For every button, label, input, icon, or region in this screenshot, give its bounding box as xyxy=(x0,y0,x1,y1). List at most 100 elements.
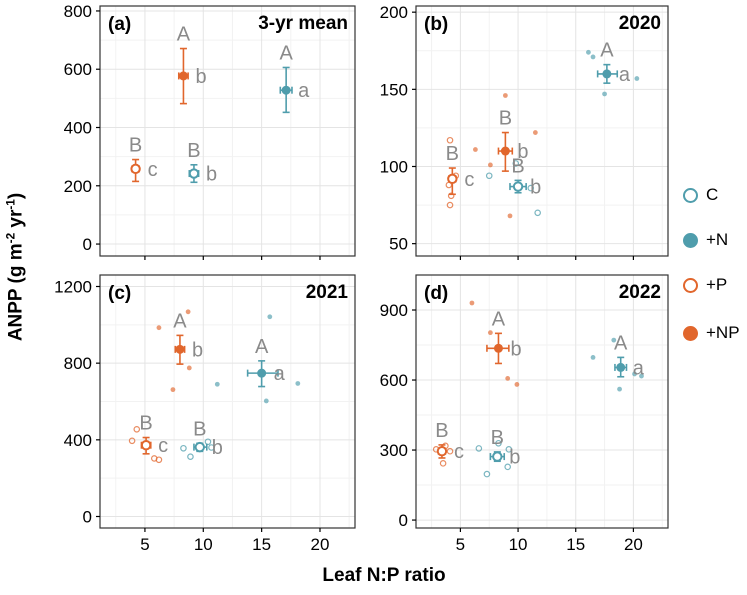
y-tick-label: 600 xyxy=(64,60,92,79)
replicate-point xyxy=(133,425,141,433)
replicate-point xyxy=(634,76,640,81)
sig-letter-upper: B xyxy=(129,135,142,157)
mean-marker xyxy=(616,362,626,372)
mean-marker xyxy=(436,446,448,457)
legend-label: +NP xyxy=(706,323,740,342)
y-tick-label: 200 xyxy=(380,3,408,22)
y-tick-label: 0 xyxy=(83,508,92,527)
replicate-point xyxy=(495,439,502,447)
sig-letter-lower: c xyxy=(464,169,474,191)
replicate-point xyxy=(602,91,607,97)
mean-c xyxy=(509,179,527,194)
sig-letter-upper: B xyxy=(435,420,448,442)
sig-letter-lower: b xyxy=(195,66,206,88)
sig-letter-lower: b xyxy=(517,141,528,163)
sig-letter-upper: A xyxy=(279,42,293,64)
mean-marker xyxy=(281,85,291,95)
replicate-point xyxy=(267,314,273,320)
mean-c xyxy=(489,451,506,463)
sig-letter-upper: A xyxy=(177,24,191,46)
legend-swatch-open-circle-icon xyxy=(683,277,698,293)
y-tick-label: 400 xyxy=(64,431,92,450)
y-tick-label: 800 xyxy=(64,354,92,373)
mean-marker xyxy=(194,441,205,453)
mean-marker xyxy=(130,163,141,175)
replicate-point xyxy=(534,209,541,217)
replicate-point xyxy=(505,446,513,453)
replicate-point xyxy=(214,381,220,387)
x-tick-label: 5 xyxy=(140,535,149,554)
sig-letter-upper: A xyxy=(600,40,614,62)
sig-letter-upper: A xyxy=(614,332,628,354)
replicate-point xyxy=(263,398,269,404)
mean-plus-p xyxy=(130,158,141,183)
panel-tag: (a) xyxy=(108,14,131,35)
replicate-point xyxy=(187,453,194,461)
sig-letter-lower: a xyxy=(274,363,286,385)
sig-letter-lower: b xyxy=(509,447,520,469)
sig-letter-upper: A xyxy=(255,336,269,358)
replicate-point xyxy=(208,444,215,451)
panel-title: 2020 xyxy=(619,13,661,34)
sig-letter-lower: a xyxy=(633,357,645,379)
replicate-point xyxy=(156,325,162,331)
replicate-point xyxy=(507,213,513,219)
x-tick-label: 20 xyxy=(311,535,330,554)
replicate-point xyxy=(186,365,192,371)
x-tick-label: 20 xyxy=(624,535,643,554)
sig-letter-lower: a xyxy=(619,64,631,86)
sig-letter-lower: b xyxy=(530,177,541,199)
replicate-point xyxy=(446,201,454,209)
legend-item-n: +N xyxy=(683,230,728,250)
mean-plus-np xyxy=(486,332,510,365)
sig-letter-lower: c xyxy=(148,159,158,181)
panel-border xyxy=(99,5,356,257)
sig-letter-lower: b xyxy=(192,339,203,361)
legend-swatch-filled-circle-icon xyxy=(683,325,698,341)
replicate-point xyxy=(586,49,591,55)
sig-letter-upper: A xyxy=(173,310,187,332)
legend-label: +N xyxy=(706,230,729,249)
y-tick-label: 400 xyxy=(64,119,92,138)
y-tick-label: 900 xyxy=(380,301,408,320)
legend-swatch-filled-circle-icon xyxy=(683,232,698,248)
panel-border xyxy=(99,274,356,529)
replicate-point xyxy=(611,337,617,343)
mean-marker xyxy=(500,146,510,156)
legend-swatch-open-circle-icon xyxy=(683,187,698,203)
y-tick-label: 50 xyxy=(389,235,408,254)
mean-plus-p xyxy=(436,444,448,459)
y-tick-label: 300 xyxy=(380,441,408,460)
legend-item-c: C xyxy=(683,185,718,205)
mean-c xyxy=(188,163,200,184)
x-tick-label: 10 xyxy=(194,535,213,554)
mean-marker xyxy=(492,451,503,462)
sig-letter-upper: A xyxy=(492,308,506,330)
sig-letter-upper: B xyxy=(446,143,459,165)
panel-tag: (c) xyxy=(108,283,131,304)
y-axis-title-post: ) xyxy=(5,192,27,200)
mean-marker xyxy=(602,69,612,79)
replicate-point xyxy=(590,54,596,60)
legend-label: C xyxy=(706,185,719,204)
x-axis-title: Leaf N:P ratio xyxy=(322,565,446,586)
replicate-point xyxy=(485,172,493,180)
y-tick-label: 600 xyxy=(380,371,408,390)
mean-plus-p xyxy=(140,436,152,455)
replicate-point xyxy=(447,192,455,200)
panel-title: 2021 xyxy=(306,282,349,303)
sig-letter-upper: B xyxy=(499,108,512,130)
panel-border xyxy=(415,274,669,529)
replicate-point xyxy=(527,184,535,192)
x-tick-label: 15 xyxy=(252,535,271,554)
replicate-point xyxy=(170,387,176,393)
y-axis-title-sup1: -2 xyxy=(4,232,18,244)
mean-plus-n xyxy=(614,356,628,378)
sig-letter-lower: a xyxy=(298,80,310,102)
replicate-point xyxy=(487,162,493,168)
mean-marker xyxy=(493,343,503,353)
replicate-point xyxy=(128,437,136,445)
